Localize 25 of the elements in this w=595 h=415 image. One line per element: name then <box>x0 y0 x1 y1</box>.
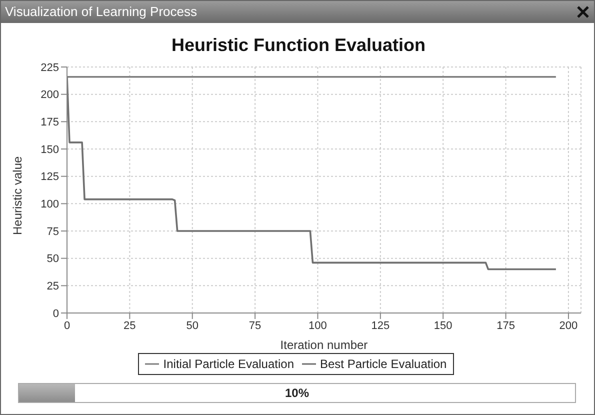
x-tick-label: 50 <box>186 320 198 332</box>
y-tick-label: 150 <box>40 144 59 156</box>
y-tick-label: 0 <box>52 308 59 320</box>
y-tick-label: 50 <box>46 253 59 266</box>
y-tick-label: 175 <box>40 116 59 129</box>
x-axis-title: Iteration number <box>280 338 368 352</box>
text: Visualization of Learning Process <box>5 4 197 19</box>
y-axis-title: Heuristic value <box>10 156 24 235</box>
legend-label: Best Particle Evaluation <box>319 357 447 371</box>
x-tick-label: 75 <box>248 320 262 332</box>
x-tick-label: 125 <box>371 320 390 332</box>
y-tick-label: 25 <box>46 280 59 293</box>
y-tick-label: 200 <box>40 89 59 102</box>
x-tick-label: 175 <box>496 320 515 332</box>
y-tick-label: 125 <box>40 171 59 184</box>
x-tick-label: 100 <box>308 320 327 332</box>
y-tick-label: 100 <box>40 198 59 211</box>
y-tick-label: 75 <box>46 226 59 238</box>
legend-label: Initial Particle Evaluation <box>162 357 294 371</box>
y-tick-label: 225 <box>40 62 59 74</box>
x-tick-label: 0 <box>64 320 70 332</box>
x-tick-label: 25 <box>124 320 136 332</box>
x-tick-label: 200 <box>559 320 578 332</box>
chart-title: Heuristic Function Evaluation <box>170 35 427 56</box>
x-tick-label: 150 <box>434 320 452 332</box>
